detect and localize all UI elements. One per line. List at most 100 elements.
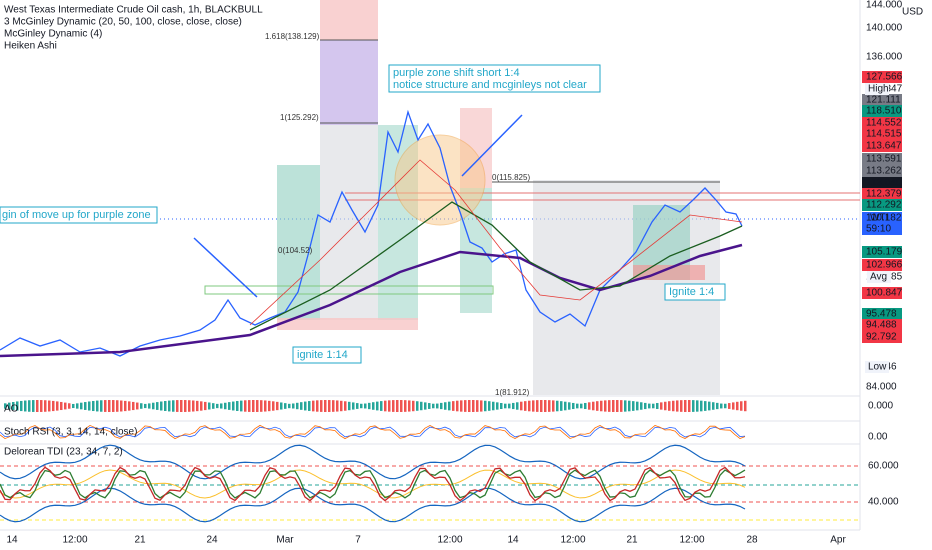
- ao-bar: [464, 400, 467, 412]
- ao-bar: [32, 400, 35, 412]
- ao-bar: [344, 401, 347, 411]
- time-label: 28: [746, 535, 758, 546]
- ao-bar: [120, 400, 123, 412]
- axis-tag-box: [865, 83, 889, 95]
- ao-bar: [732, 402, 735, 410]
- price-label: 136.000: [866, 52, 903, 63]
- ao-bar: [168, 400, 171, 412]
- ma-mid: [249, 201, 743, 331]
- price-label: 95.478: [866, 309, 897, 320]
- ao-bar: [504, 403, 507, 409]
- ao-bar: [12, 402, 15, 410]
- ao-bar: [272, 401, 275, 411]
- time-label: 21: [626, 535, 638, 546]
- price-tag: [862, 331, 902, 343]
- time-label: 12:00: [62, 535, 87, 546]
- ao-bar: [740, 401, 743, 411]
- ao-bar: [372, 402, 375, 410]
- price-tag: [862, 105, 902, 117]
- ao-bar: [248, 400, 251, 412]
- ao-bar: [588, 402, 591, 410]
- ao-bar: [340, 400, 343, 412]
- ao-bar: [232, 401, 235, 411]
- ao-bar: [88, 401, 91, 411]
- tdi-upper: [0, 444, 746, 480]
- ao-bar: [64, 402, 67, 410]
- ao-bar: [560, 401, 563, 411]
- ao-bar: [172, 400, 175, 412]
- price-tag: [862, 212, 902, 224]
- ao-bar: [268, 400, 271, 412]
- price-tag: [862, 188, 902, 200]
- ao-bar: [500, 403, 503, 409]
- fib-label: 0(115.825): [492, 173, 530, 182]
- ao-bar: [240, 400, 243, 412]
- ao-bar: [428, 403, 431, 409]
- ao-bar: [312, 400, 315, 412]
- ao-bar: [136, 402, 139, 410]
- ao-bar: [452, 401, 455, 411]
- fib-label: 0(104.52): [278, 246, 313, 255]
- ao-bar: [412, 400, 415, 412]
- price-label: 113.591: [866, 154, 902, 165]
- ao-bar: [480, 400, 483, 412]
- ao-bar: [488, 401, 491, 411]
- ao-bar: [196, 400, 199, 412]
- ao-bar: [424, 402, 427, 410]
- ao-bar: [364, 403, 367, 409]
- ao-bar: [236, 401, 239, 411]
- ao-bar: [664, 401, 667, 411]
- ao-bar: [496, 402, 499, 410]
- price-tag: [862, 140, 902, 152]
- ao-bar: [284, 403, 287, 409]
- ao-bar: [408, 400, 411, 412]
- time-label: Apr: [830, 535, 846, 546]
- ao-bar: [260, 400, 263, 412]
- tdi-signal: [0, 466, 746, 502]
- stop-zone: [320, 0, 378, 40]
- ao-bar: [564, 401, 567, 411]
- ao-bar: [616, 400, 619, 412]
- indicator-axis-label: 0.00: [868, 432, 888, 443]
- ao-bar: [160, 401, 163, 411]
- ao-bar: [36, 400, 39, 412]
- ao-bar: [460, 400, 463, 412]
- price-label: 113.262: [866, 166, 902, 177]
- ao-bar: [484, 400, 487, 412]
- ao-bar: [540, 400, 543, 412]
- indicator-axis-label: 60.000: [868, 461, 899, 472]
- ao-bar: [24, 400, 27, 412]
- ao-bar: [572, 402, 575, 410]
- ao-bar: [8, 402, 11, 410]
- annotation: Ignite 1:4: [669, 286, 714, 298]
- axis-tag: WTI: [870, 213, 888, 224]
- ao-bar: [548, 400, 551, 412]
- tdi-mid: [0, 469, 746, 499]
- ao-bar: [668, 401, 671, 411]
- ao-bar: [368, 402, 371, 410]
- ao-bar: [296, 402, 299, 410]
- time-label: 12:00: [437, 535, 462, 546]
- ao-bar: [320, 400, 323, 412]
- ao-bar: [392, 400, 395, 412]
- ao-bar: [216, 403, 219, 409]
- axis-tag-box: [865, 361, 889, 373]
- axis-tag: USD: [902, 7, 923, 18]
- ao-bar: [148, 403, 151, 409]
- ao-bar: [256, 400, 259, 412]
- time-label: 14: [507, 535, 519, 546]
- ao-bar: [696, 400, 699, 412]
- ma-fast: [249, 159, 743, 326]
- ao-bar: [416, 401, 419, 411]
- ao-bar: [380, 401, 383, 411]
- price-tag: [862, 71, 902, 83]
- ao-bar: [744, 400, 747, 412]
- ao-bar: [692, 400, 695, 412]
- ao-bar: [300, 402, 303, 410]
- ao-bar: [156, 402, 159, 410]
- annotation-box: [388, 64, 601, 93]
- price-label: 112.379: [866, 189, 902, 200]
- ao-bar: [280, 402, 283, 410]
- ao-bar: [144, 403, 147, 409]
